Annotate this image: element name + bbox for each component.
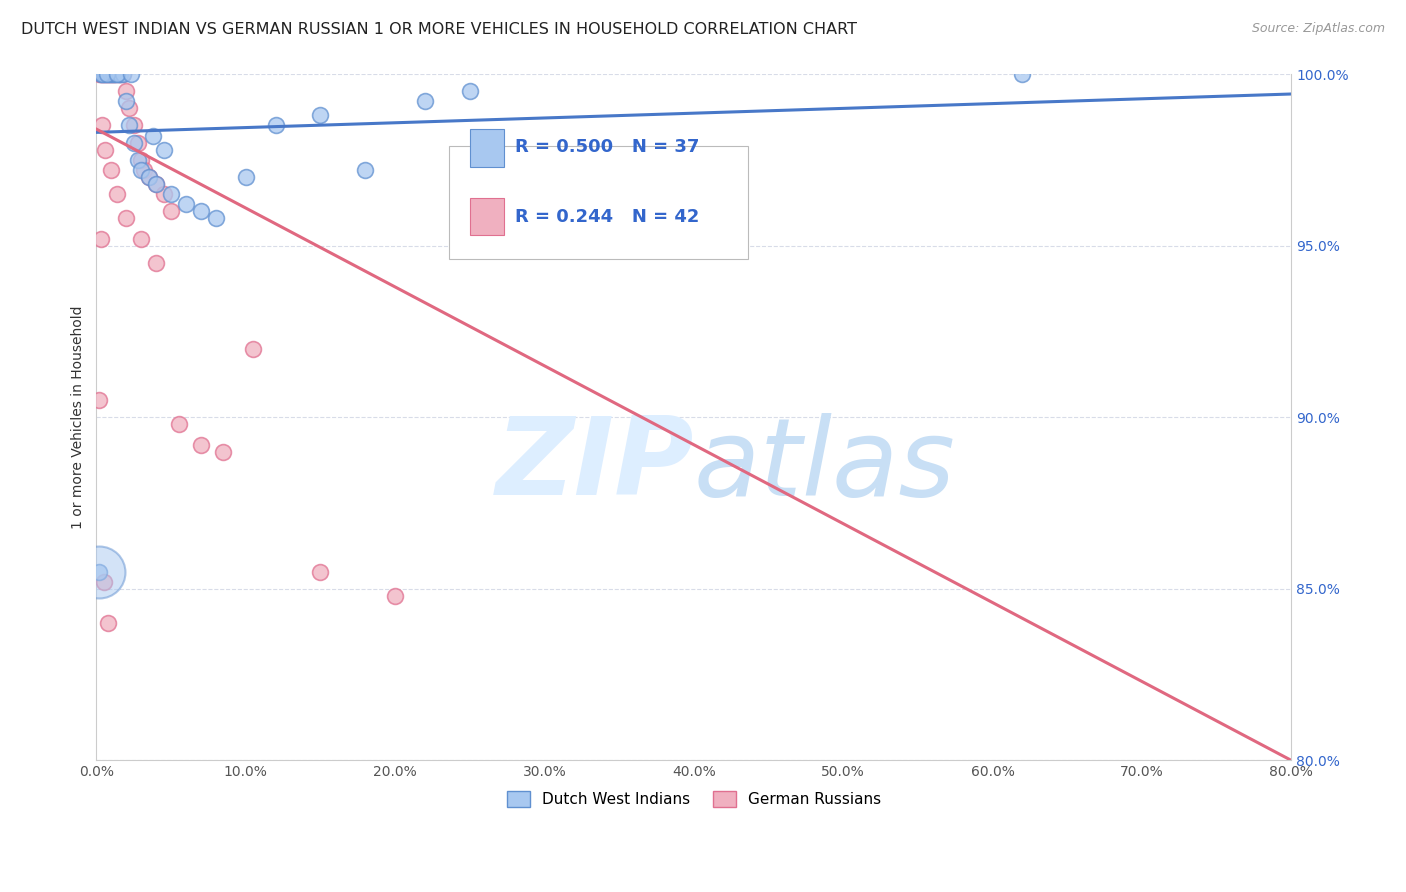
Point — [97, 67, 120, 81]
Point — [96, 67, 118, 81]
Text: Source: ZipAtlas.com: Source: ZipAtlas.com — [1251, 22, 1385, 36]
Point — [309, 108, 332, 122]
Point — [98, 67, 121, 81]
Point — [152, 143, 174, 157]
Point — [129, 153, 152, 167]
Point — [90, 232, 112, 246]
Text: DUTCH WEST INDIAN VS GERMAN RUSSIAN 1 OR MORE VEHICLES IN HOUSEHOLD CORRELATION : DUTCH WEST INDIAN VS GERMAN RUSSIAN 1 OR… — [21, 22, 858, 37]
Point — [145, 177, 167, 191]
Bar — [471, 129, 503, 167]
Point — [160, 204, 183, 219]
Point — [145, 177, 167, 191]
Point — [107, 67, 129, 81]
Legend: Dutch West Indians, German Russians: Dutch West Indians, German Russians — [499, 783, 889, 814]
Point — [167, 417, 190, 431]
Point — [100, 67, 122, 81]
Point — [91, 67, 114, 81]
Point — [97, 616, 120, 631]
Point — [384, 589, 406, 603]
Point — [138, 169, 160, 184]
Point — [89, 67, 111, 81]
Point — [89, 565, 111, 579]
Point — [104, 67, 127, 81]
Point — [110, 67, 132, 81]
Point — [103, 67, 125, 81]
Point — [134, 163, 156, 178]
Point — [100, 163, 122, 178]
Point — [89, 565, 111, 579]
Point — [115, 211, 138, 226]
Point — [115, 95, 138, 109]
Point — [93, 67, 115, 81]
Point — [212, 444, 235, 458]
Point — [152, 187, 174, 202]
Point — [90, 67, 112, 81]
Point — [107, 67, 129, 81]
Point — [127, 136, 149, 150]
Point — [242, 342, 264, 356]
Point — [129, 232, 152, 246]
Point — [145, 256, 167, 270]
Point — [458, 84, 481, 98]
Point — [122, 119, 145, 133]
Point — [98, 67, 121, 81]
Bar — [471, 197, 503, 235]
Point — [105, 187, 128, 202]
Point — [142, 128, 165, 143]
Point — [190, 437, 212, 451]
Point — [309, 565, 332, 579]
Point — [91, 119, 114, 133]
Point — [105, 67, 128, 81]
Point — [89, 392, 111, 407]
Point — [129, 163, 152, 178]
Point — [118, 119, 141, 133]
Point — [94, 67, 117, 81]
Point — [112, 67, 135, 81]
Text: R = 0.500   N = 37: R = 0.500 N = 37 — [515, 138, 699, 156]
Point — [118, 101, 141, 115]
Point — [101, 67, 124, 81]
Point — [127, 153, 149, 167]
Y-axis label: 1 or more Vehicles in Household: 1 or more Vehicles in Household — [72, 305, 86, 529]
Point — [100, 67, 122, 81]
Point — [112, 67, 135, 81]
Point — [122, 136, 145, 150]
Point — [110, 67, 132, 81]
Point — [94, 67, 117, 81]
Point — [103, 67, 125, 81]
Point — [160, 187, 183, 202]
Text: atlas: atlas — [693, 413, 956, 517]
Point — [235, 169, 257, 184]
Point — [120, 67, 142, 81]
Point — [190, 204, 212, 219]
Point — [104, 67, 127, 81]
Text: ZIP: ZIP — [495, 412, 693, 518]
Point — [354, 163, 377, 178]
Point — [1011, 67, 1033, 81]
Point — [97, 67, 120, 81]
Point — [264, 119, 287, 133]
Point — [90, 67, 112, 81]
Point — [93, 67, 115, 81]
Point — [93, 574, 115, 589]
Point — [94, 143, 117, 157]
FancyBboxPatch shape — [449, 146, 748, 260]
Text: R = 0.244   N = 42: R = 0.244 N = 42 — [515, 208, 699, 226]
Point — [115, 84, 138, 98]
Point — [205, 211, 228, 226]
Point — [138, 169, 160, 184]
Point — [174, 197, 197, 211]
Point — [101, 67, 124, 81]
Point — [91, 67, 114, 81]
Point — [413, 95, 436, 109]
Point — [96, 67, 118, 81]
